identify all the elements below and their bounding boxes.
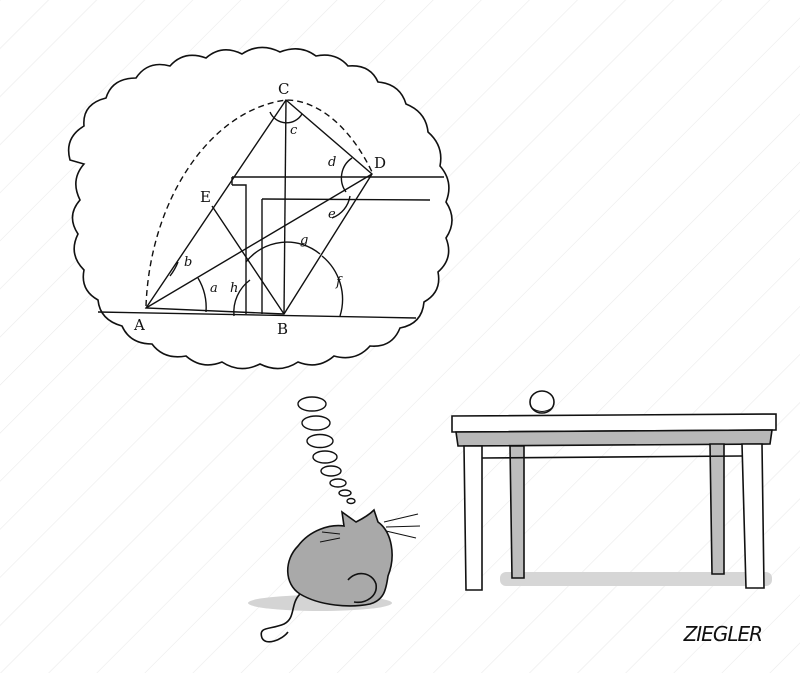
label-point-d: D xyxy=(374,154,386,172)
cat-whisker xyxy=(385,525,421,528)
cat xyxy=(260,508,421,643)
angle-arc-b xyxy=(169,261,179,277)
table-apron xyxy=(455,429,773,447)
label-angle-d: d xyxy=(328,155,336,170)
cat-whisker xyxy=(385,530,417,539)
angle-arc-e xyxy=(331,195,351,219)
label-angle-f: f xyxy=(335,275,343,290)
cat-body xyxy=(286,508,393,607)
label-angle-g: g xyxy=(300,233,308,248)
thought-bubbles xyxy=(297,396,356,505)
label-angle-a: a xyxy=(210,281,218,296)
table-crossbar xyxy=(481,455,743,459)
base-line xyxy=(97,311,417,319)
cat-whisker xyxy=(319,537,341,543)
label-angle-b: b xyxy=(184,255,192,270)
angle-arc-f xyxy=(321,255,344,317)
label-angle-c: c xyxy=(290,123,298,138)
table-leg-back-left xyxy=(509,445,525,579)
angle-arc-h xyxy=(233,279,251,317)
thought-cloud xyxy=(67,46,453,370)
label-angle-h: h xyxy=(230,281,238,296)
table-leg-back-right xyxy=(709,443,725,575)
artist-signature: ZIEGLER xyxy=(683,622,763,646)
dashed-arc xyxy=(145,99,373,307)
geometry-diagram xyxy=(97,98,444,319)
table-shadow xyxy=(500,572,772,586)
label-point-b: B xyxy=(277,320,288,338)
table-leg-front-left xyxy=(463,445,483,591)
cat-haunch xyxy=(347,572,377,604)
angle-arc-g xyxy=(245,241,321,263)
ball xyxy=(529,390,555,414)
diagonal-ad xyxy=(145,173,373,309)
table-top xyxy=(451,413,777,433)
angle-arc-d xyxy=(340,157,353,193)
cat-whisker xyxy=(383,513,419,523)
label-angle-e: e xyxy=(328,207,336,222)
table-leg-front-right xyxy=(741,443,765,589)
label-point-a: A xyxy=(133,316,145,334)
angle-arc-a xyxy=(197,277,207,313)
ball-shade xyxy=(531,407,553,412)
left-rect-edge xyxy=(232,184,247,314)
angle-arc-c xyxy=(269,111,303,124)
point-labels: C D E A B xyxy=(133,80,386,338)
cat-tail xyxy=(260,593,301,643)
label-point-e: E xyxy=(200,188,211,206)
table xyxy=(451,413,777,591)
middle-parallel-line xyxy=(261,198,431,201)
label-point-c: C xyxy=(278,80,289,98)
cat-whisker xyxy=(321,531,341,535)
diagonal-cb xyxy=(283,99,287,315)
angle-labels: a b c d e f g h xyxy=(184,123,343,296)
